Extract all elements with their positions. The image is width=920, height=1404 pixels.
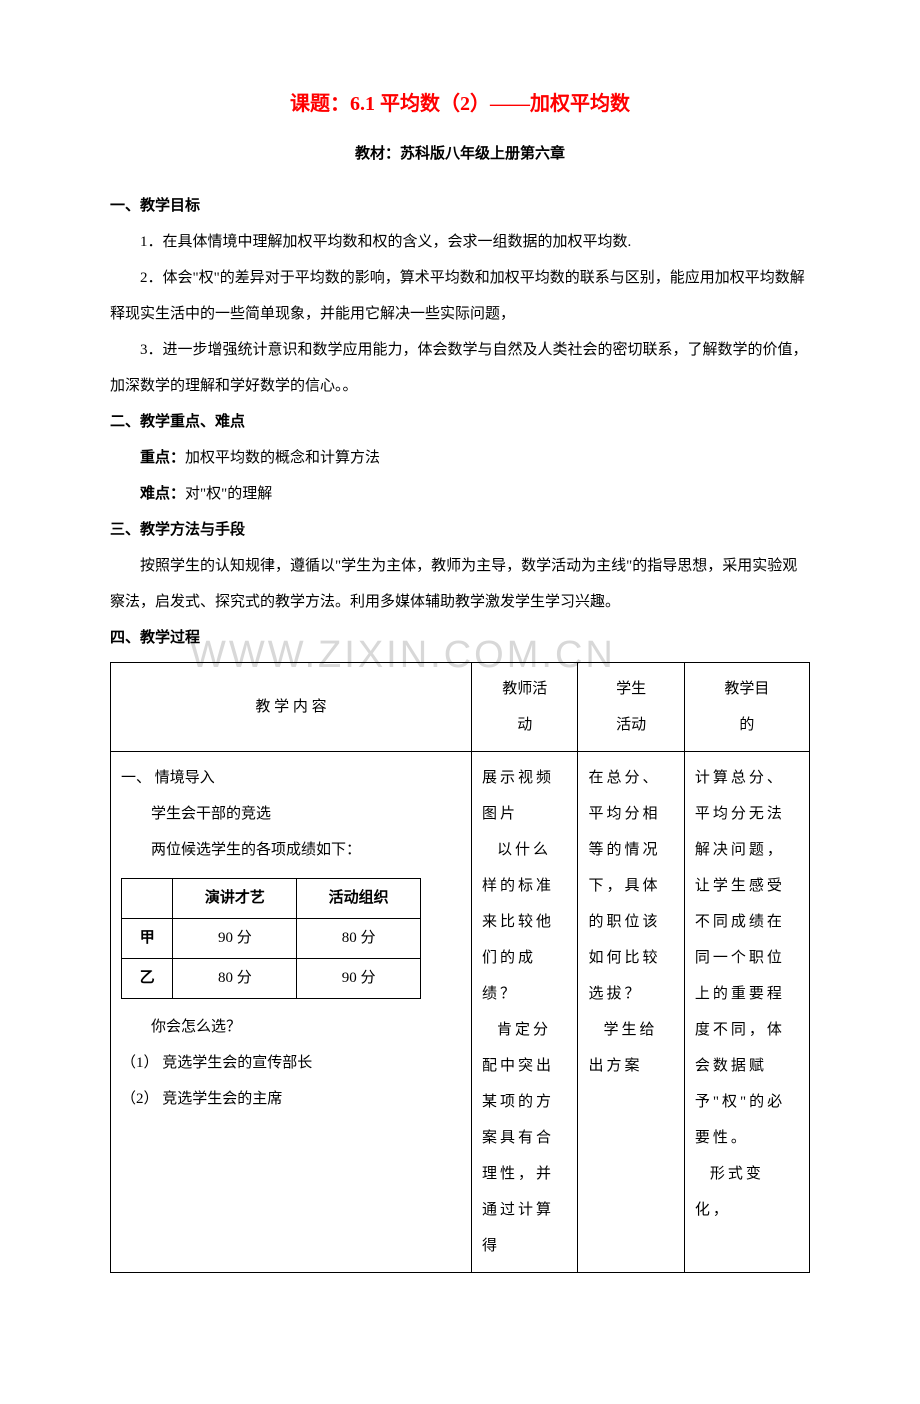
col-teacher-header: 教师活 动: [472, 663, 578, 752]
goal-cell: 计算总分、平均分无法解决问题，让学生感受不同成绩在同一个职位上的重要程度不同，体…: [684, 752, 809, 1273]
col-student-line2: 活动: [588, 707, 673, 743]
focus-label: 重点：: [140, 450, 185, 466]
col-goal-line2: 的: [695, 707, 799, 743]
section-process-heading: 四、教学过程: [110, 620, 810, 656]
paragraph: 在总分、平均分相等的情况下，具体的职位该如何比较选拔？: [588, 760, 673, 1012]
score-row1-name: 甲: [122, 919, 173, 959]
score-col1-header: 演讲才艺: [173, 879, 297, 919]
content-line1: 一、 情境导入: [121, 760, 461, 796]
content-line6: （2） 竞选学生会的主席: [121, 1081, 461, 1117]
score-row-jia: 甲 90 分 80 分: [122, 919, 421, 959]
col-teacher-line1: 教师活: [482, 671, 567, 707]
student-cell: 在总分、平均分相等的情况下，具体的职位该如何比较选拔？学生给出方案: [578, 752, 684, 1273]
objective-2: 2．体会"权"的差异对于平均数的影响，算术平均数和加权平均数的联系与区别，能应用…: [110, 260, 810, 332]
score-row2-v2: 90 分: [297, 959, 421, 999]
methods-text: 按照学生的认知规律，遵循以"学生为主体，教师为主导，数学活动为主线"的指导思想，…: [110, 548, 810, 620]
document-content: 课题：6.1 平均数（2）——加权平均数 教材：苏科版八年级上册第六章 一、教学…: [110, 80, 810, 1273]
col-goal-header: 教学目 的: [684, 663, 809, 752]
score-row1-v2: 80 分: [297, 919, 421, 959]
score-row2-v1: 80 分: [173, 959, 297, 999]
textbook-subtitle: 教材：苏科版八年级上册第六章: [110, 136, 810, 172]
paragraph: 形式变化，: [695, 1156, 799, 1228]
score-row2-name: 乙: [122, 959, 173, 999]
paragraph: 计算总分、平均分无法解决问题，让学生感受不同成绩在同一个职位上的重要程度不同，体…: [695, 760, 799, 1156]
score-header-row: 演讲才艺 活动组织: [122, 879, 421, 919]
content-line2: 学生会干部的竞选: [121, 796, 461, 832]
objective-1: 1．在具体情境中理解加权平均数和权的含义，会求一组数据的加权平均数.: [110, 224, 810, 260]
content-line4: 你会怎么选？: [121, 1009, 461, 1045]
col-student-line1: 学生: [588, 671, 673, 707]
section-methods-heading: 三、教学方法与手段: [110, 512, 810, 548]
content-cell: 一、 情境导入 学生会干部的竞选 两位候选学生的各项成绩如下： 演讲才艺 活动组…: [111, 752, 472, 1273]
col-content-line1: 教 学 内 容: [121, 689, 461, 725]
section-objectives-heading: 一、教学目标: [110, 188, 810, 224]
content-line5: （1） 竞选学生会的宣传部长: [121, 1045, 461, 1081]
objective-3: 3．进一步增强统计意识和数学应用能力，体会数学与自然及人类社会的密切联系，了解数…: [110, 332, 810, 404]
score-col2-header: 活动组织: [297, 879, 421, 919]
section-keypoints-heading: 二、教学重点、难点: [110, 404, 810, 440]
table-header-row: 教 学 内 容 教师活 动 学生 活动 教学目 的: [111, 663, 810, 752]
difficulty-label: 难点：: [140, 486, 185, 502]
col-teacher-line2: 动: [482, 707, 567, 743]
keypoint-difficulty: 难点：对"权"的理解: [110, 476, 810, 512]
table-row: 一、 情境导入 学生会干部的竞选 两位候选学生的各项成绩如下： 演讲才艺 活动组…: [111, 752, 810, 1273]
paragraph: 展示视频图片: [482, 760, 567, 832]
lesson-title: 课题：6.1 平均数（2）——加权平均数: [110, 80, 810, 128]
col-content-header: 教 学 内 容: [111, 663, 472, 752]
paragraph: 以什么样的标准来比较他们的成绩？: [482, 832, 567, 1012]
score-row1-v1: 90 分: [173, 919, 297, 959]
paragraph: 学生给出方案: [588, 1012, 673, 1084]
paragraph: 肯定分配中突出某项的方案具有合理性，并通过计算得: [482, 1012, 567, 1264]
score-row-yi: 乙 80 分 90 分: [122, 959, 421, 999]
score-table: 演讲才艺 活动组织 甲 90 分 80 分 乙 80 分 90 分: [121, 878, 421, 999]
difficulty-text: 对"权"的理解: [185, 486, 272, 502]
focus-text: 加权平均数的概念和计算方法: [185, 450, 380, 466]
teacher-cell: 展示视频图片以什么样的标准来比较他们的成绩？肯定分配中突出某项的方案具有合理性，…: [472, 752, 578, 1273]
content-line3: 两位候选学生的各项成绩如下：: [121, 832, 461, 868]
keypoint-focus: 重点：加权平均数的概念和计算方法: [110, 440, 810, 476]
score-blank-header: [122, 879, 173, 919]
process-table: 教 学 内 容 教师活 动 学生 活动 教学目 的 一、 情境导入: [110, 662, 810, 1273]
col-goal-line1: 教学目: [695, 671, 799, 707]
col-student-header: 学生 活动: [578, 663, 684, 752]
